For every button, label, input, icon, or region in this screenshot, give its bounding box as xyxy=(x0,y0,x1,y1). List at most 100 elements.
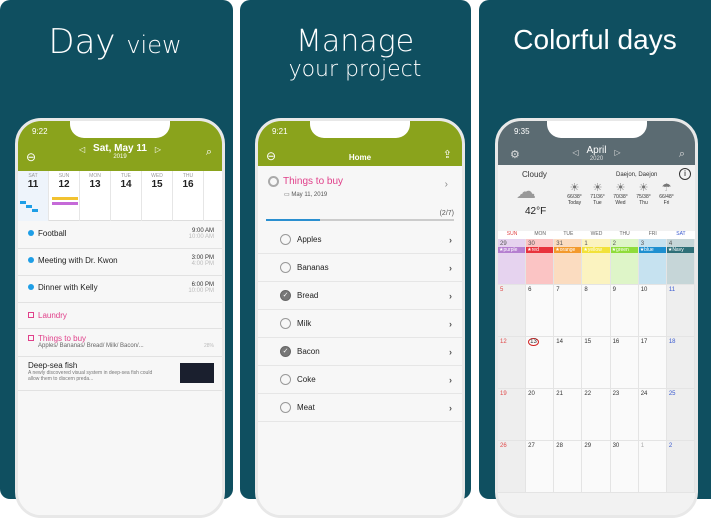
day-number: 27 xyxy=(528,443,535,449)
day-cell[interactable]: 17 xyxy=(638,337,667,389)
search-icon[interactable]: ⌕ xyxy=(205,146,212,158)
day-column[interactable]: MON 13 xyxy=(80,171,111,221)
day-cell[interactable]: 4 ★Navy xyxy=(666,239,695,285)
event-label[interactable]: ★red xyxy=(526,247,554,253)
day-cell[interactable]: 7 xyxy=(554,285,583,337)
search-icon[interactable]: ⌕ xyxy=(678,148,685,160)
unchecked-icon[interactable] xyxy=(280,402,291,413)
checklist-item[interactable]: ✓ Bread › xyxy=(258,282,462,310)
day-column[interactable]: THU 16 xyxy=(173,171,204,221)
todo-things-to-buy[interactable]: Things to buy Apples/ Bananas/ Bread/ Mi… xyxy=(18,329,222,357)
day-cell[interactable]: 31 ★orange xyxy=(554,239,583,285)
day-cell[interactable]: 18 xyxy=(666,337,695,389)
day-of-week: SAT xyxy=(28,173,38,179)
day-cell[interactable]: 2 ★green xyxy=(610,239,639,285)
day-cell[interactable]: 19 xyxy=(498,389,527,441)
event-item[interactable]: Dinner with Kelly 6:00 PM 10:00 PM xyxy=(18,276,222,303)
event-label[interactable]: ★yellow xyxy=(582,247,610,253)
day-cell[interactable]: 5 xyxy=(498,285,527,337)
day-column[interactable]: SUN 12 xyxy=(49,171,80,221)
status-time: 9:35 xyxy=(514,127,530,136)
unchecked-icon[interactable] xyxy=(280,318,291,329)
day-column[interactable]: WED 15 xyxy=(142,171,173,221)
day-cell[interactable]: 21 xyxy=(554,389,583,441)
day-cell[interactable]: 6 xyxy=(526,285,555,337)
checklist-item[interactable]: Meat › xyxy=(258,394,462,422)
checked-icon[interactable]: ✓ xyxy=(280,290,291,301)
back-icon[interactable]: ⊖ xyxy=(26,150,37,164)
day-cell[interactable]: 1 ★yellow xyxy=(582,239,611,285)
day-cell[interactable]: 26 xyxy=(498,441,527,493)
checklist-item[interactable]: Apples › xyxy=(258,226,462,254)
day-cell[interactable]: 30 ★red xyxy=(526,239,555,285)
day-cell[interactable]: 28 xyxy=(554,441,583,493)
event-label[interactable]: ★purple xyxy=(498,247,526,253)
day-cell[interactable]: 9 xyxy=(610,285,639,337)
date-title: Sat, May 11 xyxy=(93,143,147,154)
day-column[interactable]: TUE 14 xyxy=(111,171,142,221)
panel-calendar: Colorful days 9:35 ⚙ ◁ April 2020 ▷ ⌕ Cl… xyxy=(479,0,711,518)
event-label[interactable]: ★orange xyxy=(554,247,582,253)
checklist-item[interactable]: ✓ Bacon › xyxy=(258,338,462,366)
progress-count: (2/7) xyxy=(439,210,454,217)
day-cell[interactable]: 15 xyxy=(582,337,611,389)
unchecked-icon[interactable] xyxy=(280,262,291,273)
day-cell[interactable]: 24 xyxy=(638,389,667,441)
checked-icon[interactable]: ✓ xyxy=(280,346,291,357)
day-cell[interactable]: 22 xyxy=(582,389,611,441)
day-cell[interactable]: 29 xyxy=(582,441,611,493)
back-icon[interactable]: ⊖ xyxy=(266,149,277,163)
day-cell[interactable]: 12 xyxy=(498,337,527,389)
day-cell[interactable]: 8 xyxy=(582,285,611,337)
next-icon[interactable]: ▷ xyxy=(614,148,621,157)
todo-laundry[interactable]: Laundry xyxy=(18,303,222,329)
unchecked-icon[interactable] xyxy=(280,234,291,245)
weekday-label: FRI xyxy=(648,231,657,237)
day-cell[interactable]: 13 xyxy=(526,337,555,389)
checklist-item[interactable]: Bananas › xyxy=(258,254,462,282)
day-cell[interactable]: 14 xyxy=(554,337,583,389)
note-item[interactable]: Deep-sea fish A newly discovered visual … xyxy=(18,357,222,391)
event-item[interactable]: Football 9:00 AM 10:00 AM xyxy=(18,222,222,249)
day-cell[interactable]: 27 xyxy=(526,441,555,493)
day-cell[interactable]: 11 xyxy=(666,285,695,337)
progress-bar xyxy=(266,219,454,221)
day-of-week: WED xyxy=(151,173,163,179)
day-cell[interactable]: 16 xyxy=(610,337,639,389)
end-time: 10:00 AM xyxy=(188,234,214,240)
day-number: 21 xyxy=(556,391,563,397)
day-cell[interactable]: 3 ★blue xyxy=(638,239,667,285)
day-cell[interactable]: 10 xyxy=(638,285,667,337)
task-date: ▭ May 11, 2019 xyxy=(284,192,328,198)
day-cell[interactable]: 23 xyxy=(610,389,639,441)
start-time: 3:00 PM xyxy=(191,255,214,261)
info-icon[interactable]: i xyxy=(679,168,691,180)
event-item[interactable]: Meeting with Dr. Kwon 3:00 PM 4:00 PM xyxy=(18,249,222,276)
day-cell[interactable]: 30 xyxy=(610,441,639,493)
prev-icon[interactable]: ◁ xyxy=(572,148,579,157)
checklist-item[interactable]: Coke › xyxy=(258,366,462,394)
task-title[interactable]: Things to buy xyxy=(268,176,343,187)
event-label[interactable]: ★green xyxy=(610,247,638,253)
prev-icon[interactable]: ◁ xyxy=(78,145,86,154)
day-cell[interactable]: 25 xyxy=(666,389,695,441)
chevron-right-icon: › xyxy=(449,402,452,413)
chevron-right-icon[interactable]: › xyxy=(444,179,448,190)
day-column[interactable]: SAT 11 xyxy=(18,171,49,221)
share-icon[interactable]: ⇪ xyxy=(442,149,452,161)
checklist-item[interactable]: Milk › xyxy=(258,310,462,338)
status-time: 9:22 xyxy=(32,127,48,136)
event-label[interactable]: ★blue xyxy=(638,247,666,253)
day-number: 7 xyxy=(556,287,560,293)
unchecked-icon[interactable] xyxy=(280,374,291,385)
day-cell[interactable]: 29 ★purple xyxy=(498,239,527,285)
forecast-day: ☂ 66/48° Fri xyxy=(655,181,678,206)
event-label[interactable]: ★Navy xyxy=(666,247,694,253)
next-icon[interactable]: ▷ xyxy=(154,145,162,154)
day-cell[interactable]: 2 xyxy=(666,441,695,493)
day-cell[interactable]: 20 xyxy=(526,389,555,441)
day-cell[interactable]: 1 xyxy=(638,441,667,493)
day-number: 13 xyxy=(528,338,539,346)
gear-icon[interactable]: ⚙ xyxy=(510,149,520,161)
day-number: 15 xyxy=(584,339,592,345)
